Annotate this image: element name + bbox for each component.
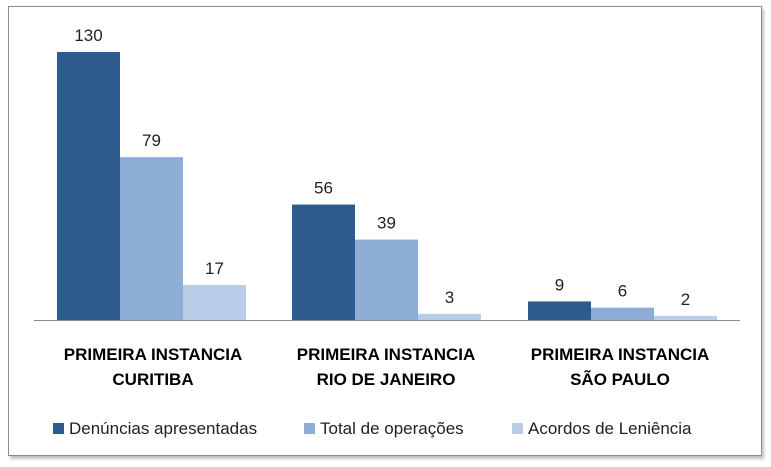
legend-label: Acordos de Leniência — [528, 419, 692, 438]
category-label: PRIMEIRA INSTANCIA — [297, 345, 476, 364]
legend-swatch — [53, 423, 64, 434]
data-label: 17 — [205, 259, 224, 278]
data-label: 130 — [74, 26, 102, 45]
legend-item: Denúncias apresentadas — [53, 419, 257, 438]
bar-total-de-opera-es-1 — [355, 239, 418, 320]
bar-total-de-opera-es-0 — [120, 157, 183, 320]
bar-den-ncias-apresentadas-2 — [528, 301, 591, 320]
legend-swatch — [512, 423, 523, 434]
bar-acordos-de-leni-ncia-0 — [183, 284, 246, 320]
category-label: SÃO PAULO — [570, 369, 670, 389]
data-label: 9 — [555, 275, 564, 294]
legend-label: Denúncias apresentadas — [69, 419, 257, 438]
data-label: 79 — [142, 131, 161, 150]
category-label: RIO DE JANEIRO — [317, 370, 456, 389]
legend-item: Acordos de Leniência — [512, 419, 692, 438]
bar-acordos-de-leni-ncia-1 — [418, 313, 481, 320]
bar-den-ncias-apresentadas-1 — [292, 204, 355, 320]
bar-total-de-opera-es-2 — [591, 307, 654, 320]
legend-label: Total de operações — [320, 419, 464, 438]
data-label: 39 — [377, 214, 396, 233]
category-label: PRIMEIRA INSTANCIA — [64, 345, 243, 364]
data-label: 2 — [681, 290, 690, 309]
legend-swatch — [304, 423, 315, 434]
category-label: CURITIBA — [112, 370, 193, 389]
category-label: PRIMEIRA INSTANCIA — [531, 345, 710, 364]
bar-den-ncias-apresentadas-0 — [57, 52, 120, 320]
data-label: 6 — [618, 282, 627, 301]
bar-acordos-de-leni-ncia-2 — [654, 315, 717, 320]
data-label: 3 — [445, 288, 454, 307]
legend-item: Total de operações — [304, 419, 464, 438]
data-label: 56 — [314, 179, 333, 198]
